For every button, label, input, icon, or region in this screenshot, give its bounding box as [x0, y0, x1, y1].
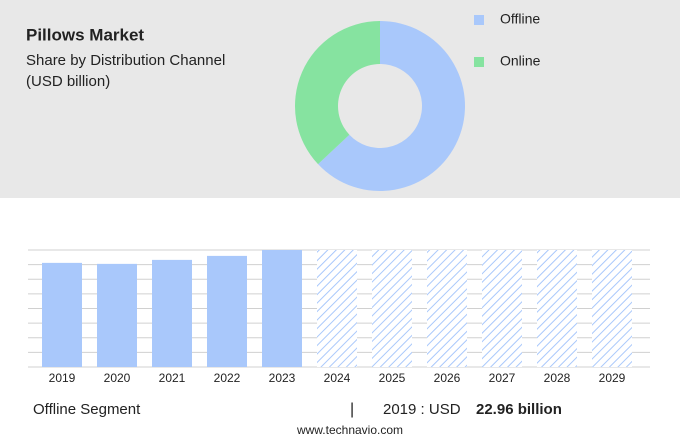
footer-year: 2019 : USD	[383, 401, 461, 418]
legend-swatch	[474, 15, 484, 25]
bar	[262, 250, 302, 367]
x-tick-label: 2019	[49, 371, 76, 385]
donut-slice	[318, 21, 466, 191]
bar-chart: 2019 2020 2021 2022 2023 2024 2025 2026 2027 2028…	[28, 249, 650, 385]
bar	[207, 255, 247, 367]
subtitle: Share by Distribution Channel	[26, 52, 225, 69]
x-tick-label: 2020	[104, 371, 131, 385]
forecast-placeholder	[482, 250, 522, 367]
x-tick-label: 2027	[489, 371, 516, 385]
forecast-placeholder	[372, 250, 412, 367]
x-tick-label: 2028	[544, 371, 571, 385]
x-tick-label: 2029	[599, 371, 626, 385]
footer-value: 22.96 billion	[476, 401, 562, 418]
forecast-placeholder	[317, 250, 357, 367]
x-tick-label: 2021	[159, 371, 186, 385]
x-tick-label: 2022	[214, 371, 241, 385]
donut-slice	[295, 21, 380, 165]
x-tick-label: 2023	[269, 371, 296, 385]
x-tick-label: 2025	[379, 371, 406, 385]
x-tick-label: 2026	[434, 371, 461, 385]
unit: (USD billion)	[26, 73, 110, 90]
title: Pillows Market	[26, 25, 144, 44]
forecast-placeholder	[427, 250, 467, 367]
forecast-placeholder	[592, 250, 632, 367]
bar	[97, 263, 137, 367]
legend-label: Online	[500, 53, 541, 69]
forecast-placeholder	[537, 250, 577, 367]
bar	[42, 262, 82, 367]
legend-swatch	[474, 57, 484, 67]
footer-segment: Offline Segment	[33, 401, 141, 418]
x-tick-label: 2024	[324, 371, 351, 385]
footer-source: www.technavio.com	[296, 423, 403, 437]
legend-label: Offline	[500, 11, 540, 27]
donut-chart: Offline Online	[295, 11, 541, 191]
footer-separator: |	[350, 401, 354, 418]
bar	[152, 259, 192, 367]
